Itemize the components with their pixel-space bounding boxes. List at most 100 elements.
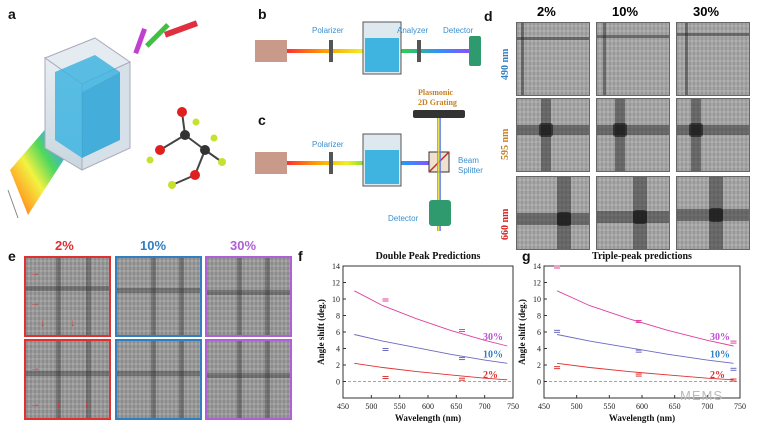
x-tick-label: 600 [422,402,434,411]
series-line-10pct [557,334,734,364]
polarizer-element-c [329,152,333,174]
series-line-10pct [354,334,508,364]
d-image-490-2pct [516,22,590,96]
panel-c-setup [255,110,465,231]
e-col-30pct: 30% [230,238,257,253]
light-source [255,40,287,62]
y-tick-label: 2 [537,361,541,370]
panel-letter-b: b [258,6,267,22]
legend-label-30pct: 30% [483,332,503,343]
x-tick-label: 750 [734,402,746,411]
y-tick-label: 12 [533,279,541,288]
chart-double-peak: Double Peak Predictions 0 2 4 6 8 10 12 14 450 500… [316,251,519,423]
panel-letter-a: a [8,6,16,22]
d-image-660-2pct [516,176,590,250]
d-col-30pct: 30% [693,4,720,19]
grating-label-line2: 2D Grating [418,98,457,107]
d-row-490: 490 nm [500,48,511,80]
legend-label-30pct: 30% [710,332,730,343]
output-beam-red [163,20,199,38]
series-line-2pct [557,362,734,381]
beam-path-c [287,161,437,165]
y-axis-label: Angle shift (deg.) [316,299,326,365]
y-tick-label: 4 [537,345,541,354]
molecule-model [146,107,226,189]
d-col-2pct: 2% [537,4,556,19]
panel-a-illustration [7,20,226,219]
light-source-c [255,152,287,174]
d-image-660-30pct [676,176,750,250]
d-image-595-30pct [676,98,750,172]
x-tick-label: 700 [479,402,491,411]
y-tick-label: 12 [332,279,340,288]
e-col-2pct: 2% [55,238,74,253]
splitter-label-line2: Splitter [458,166,483,175]
e-image-10pct-bottom [115,339,202,420]
y-tick-label: 0 [537,378,541,387]
cuvette-liquid-c [365,150,399,184]
x-tick-label: 650 [450,402,462,411]
x-tick-label: 700 [701,402,713,411]
d-image-595-10pct [596,98,670,172]
legend-label-10pct: 10% [483,349,503,360]
y-axis-label: Angle shift (deg.) [518,299,527,365]
x-tick-label: 450 [538,402,550,411]
y-tick-label: 14 [533,262,541,271]
y-tick-label: 10 [533,295,541,304]
e-col-10pct: 10% [140,238,167,253]
x-tick-label: 650 [669,402,681,411]
d-image-660-10pct [596,176,670,250]
y-tick-label: 0 [336,378,340,387]
grating-label-line1: Plasmonic [418,88,454,97]
series-line-30pct [556,290,734,347]
polarizer-label-c: Polarizer [312,140,344,149]
e-image-2pct-top: → → ↓ ↓ [24,256,111,337]
e-image-10pct-top [115,256,202,337]
analyzer-label-b: Analyzer [397,26,429,35]
e-image-2pct-bottom: → → ↓ ↓ [24,339,111,420]
x-tick-label: 750 [507,402,519,411]
y-tick-label: 8 [336,312,340,321]
panel-letter-c: c [258,112,266,128]
chart-triple-peak: Triple-peak predictions 0 2 4 6 8 10 12 14 450 500… [518,251,746,423]
x-tick-label: 450 [337,402,349,411]
detector-element [469,36,481,66]
polarizer-label-b: Polarizer [312,26,344,35]
output-beam-violet [133,28,147,55]
splitter-label-line1: Beam [458,156,479,165]
y-tick-label: 10 [332,295,340,304]
detector-label-b: Detector [443,26,474,35]
x-tick-label: 550 [603,402,615,411]
e-image-30pct-top [205,256,292,337]
legend-label-10pct: 10% [710,349,730,360]
panel-letter-f: f [298,248,303,264]
x-axis-label: Wavelength (nm) [395,413,461,423]
plasmonic-grating [413,110,465,118]
cuvette-liquid-side [82,72,120,158]
x-axis-label: Wavelength (nm) [609,413,675,423]
y-tick-label: 4 [336,345,340,354]
d-image-490-10pct [596,22,670,96]
analyzer-element [417,40,421,62]
x-tick-label: 500 [571,402,583,411]
d-col-10pct: 10% [612,4,639,19]
y-tick-label: 14 [332,262,340,271]
vertical-beam [437,116,441,231]
y-tick-label: 6 [537,328,541,337]
panel-letter-d: d [484,8,493,24]
x-tick-label: 550 [394,402,406,411]
cuvette-liquid [55,55,120,158]
y-tick-label: 6 [336,328,340,337]
series-line-2pct [354,362,508,381]
chart-title: Triple-peak predictions [592,251,692,262]
panel-letter-g: g [522,248,531,264]
series-line-30pct [354,290,508,347]
legend-label-2pct: 2% [710,370,725,381]
cuvette-liquid-b [365,38,399,72]
polarizer-element [329,40,333,62]
e-image-30pct-bottom [205,339,292,420]
chart-title: Double Peak Predictions [376,251,481,262]
d-image-490-30pct [676,22,750,96]
d-image-595-2pct [516,98,590,172]
panel-b-setup [255,21,481,75]
